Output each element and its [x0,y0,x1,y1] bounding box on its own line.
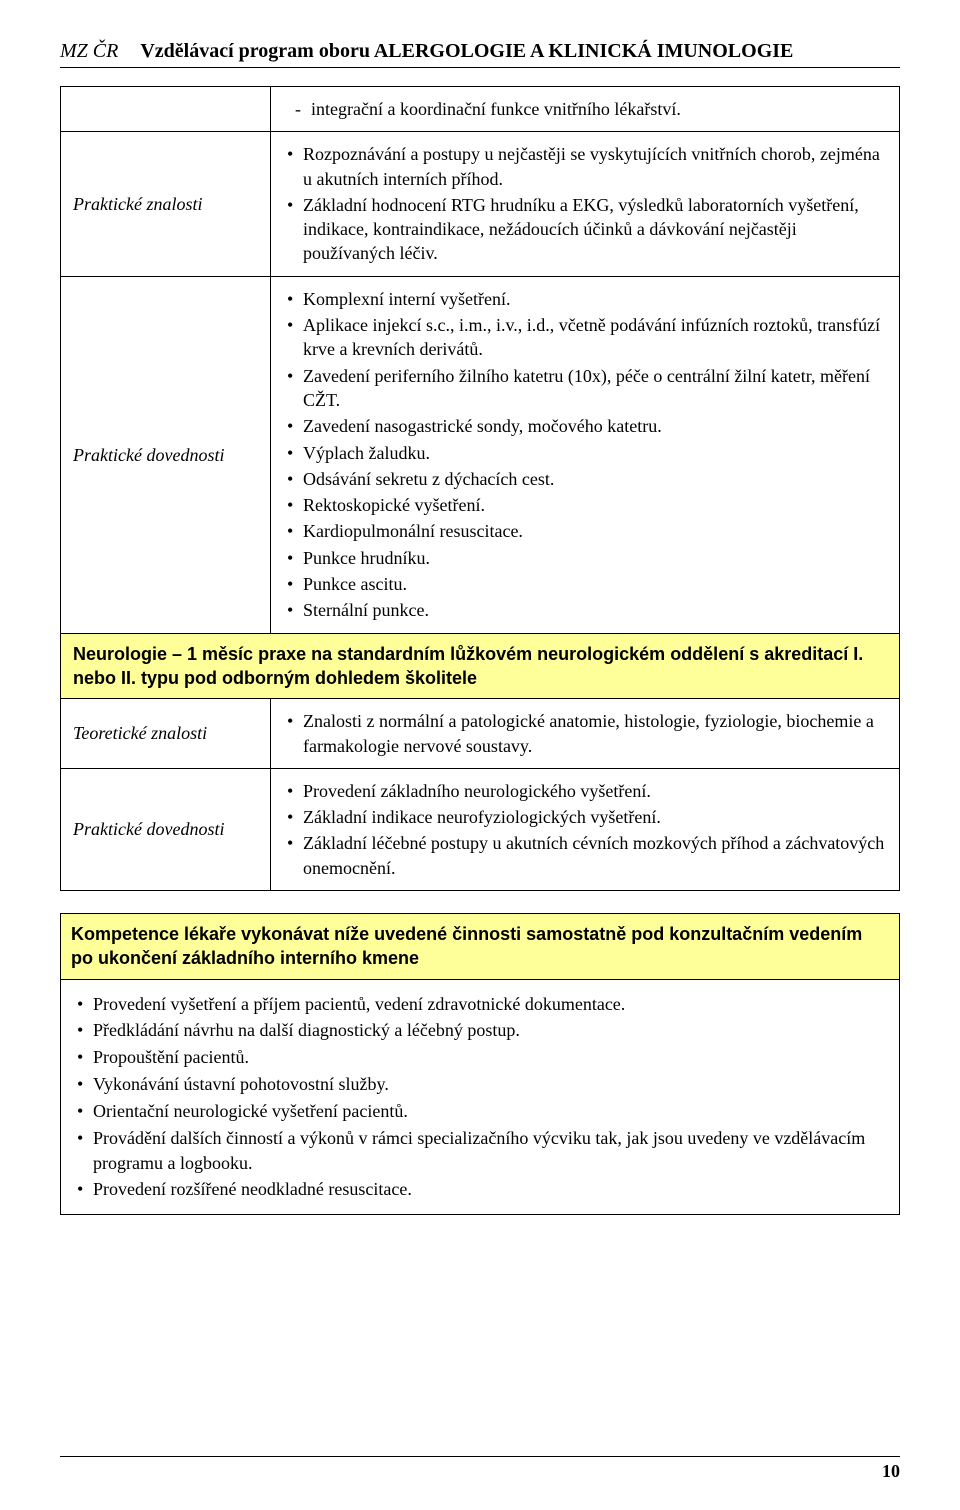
content-cell: Komplexní interní vyšetření. Aplikace in… [271,276,900,633]
list-item: Punkce ascitu. [283,572,889,596]
list-item: Propouštění pacientů. [73,1045,887,1070]
list-item: Základní hodnocení RTG hrudníku a EKG, v… [283,193,889,266]
row-label: Teoretické znalosti [61,699,271,769]
list-item: Kardiopulmonální resuscitace. [283,519,889,543]
list-item: Vykonávání ústavní pohotovostní služby. [73,1072,887,1097]
row-label: Praktické znalosti [61,132,271,276]
list-item: Sternální punkce. [283,598,889,622]
list-item: Zavedení nasogastrické sondy, močového k… [283,414,889,438]
list-item: Rozpoznávání a postupy u nejčastěji se v… [283,142,889,191]
table-row: Praktické znalosti Rozpoznávání a postup… [61,132,900,276]
content-cell: integrační a koordinační funkce vnitřníh… [271,87,900,132]
list-item: Základní léčebné postupy u akutních cévn… [283,831,889,880]
list-item: Provedení vyšetření a příjem pacientů, v… [73,992,887,1017]
list-item: Odsávání sekretu z dýchacích cest. [283,467,889,491]
list-item: Provádění dalších činností a výkonů v rá… [73,1126,887,1176]
header-org: MZ ČR [60,40,118,63]
content-table-1: integrační a koordinační funkce vnitřníh… [60,86,900,891]
list-item: Orientační neurologické vyšetření pacien… [73,1099,887,1124]
row-label: Praktické dovednosti [61,276,271,633]
table-row: Teoretické znalosti Znalosti z normální … [61,699,900,769]
list-item: Komplexní interní vyšetření. [283,287,889,311]
section-header: Neurologie – 1 měsíc praxe na standardní… [61,633,900,699]
list-item: integrační a koordinační funkce vnitřníh… [283,97,889,121]
table-row: Praktické dovednosti Provedení základníh… [61,768,900,890]
list-item: Rektoskopické vyšetření. [283,493,889,517]
list-item: Provedení základního neurologického vyše… [283,779,889,803]
list-item: Základní indikace neurofyziologických vy… [283,805,889,829]
kompetence-body: Provedení vyšetření a příjem pacientů, v… [60,980,900,1216]
row-label: Praktické dovednosti [61,768,271,890]
kompetence-title: Kompetence lékaře vykonávat níže uvedené… [60,913,900,980]
content-cell: Znalosti z normální a patologické anatom… [271,699,900,769]
list-item: Zavedení periferního žilního katetru (10… [283,364,889,413]
content-cell: Provedení základního neurologického vyše… [271,768,900,890]
list-item: Výplach žaludku. [283,441,889,465]
list-item: Aplikace injekcí s.c., i.m., i.v., i.d.,… [283,313,889,362]
table-row: Praktické dovednosti Komplexní interní v… [61,276,900,633]
section-header-row: Neurologie – 1 měsíc praxe na standardní… [61,633,900,699]
list-item: Punkce hrudníku. [283,546,889,570]
content-cell: Rozpoznávání a postupy u nejčastěji se v… [271,132,900,276]
page-number: 10 [60,1456,900,1482]
header-title: Vzdělávací program oboru ALERGOLOGIE A K… [140,40,793,63]
list-item: Předkládání návrhu na další diagnostický… [73,1018,887,1043]
list-item: Znalosti z normální a patologické anatom… [283,709,889,758]
table-row: integrační a koordinační funkce vnitřníh… [61,87,900,132]
page-header: MZ ČR Vzdělávací program oboru ALERGOLOG… [60,40,900,68]
list-item: Provedení rozšířené neodkladné resuscita… [73,1177,887,1202]
empty-label-cell [61,87,271,132]
